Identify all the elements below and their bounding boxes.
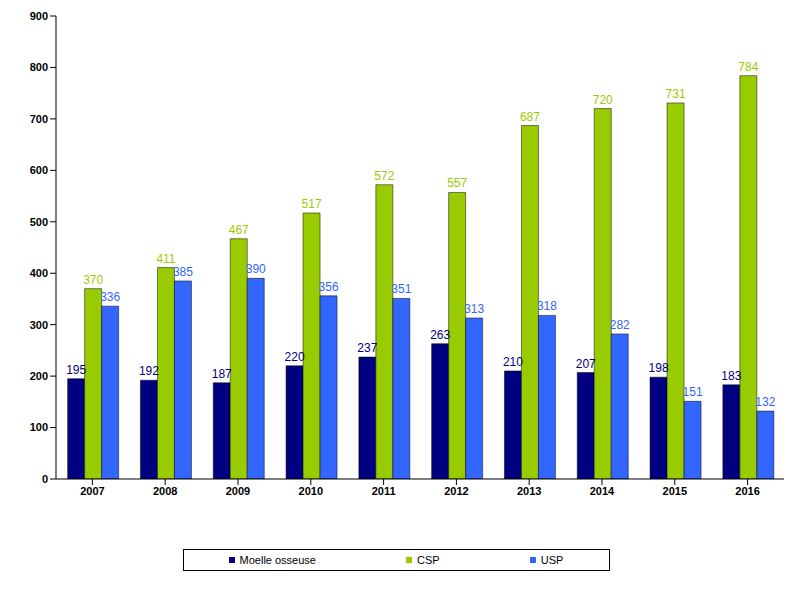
svg-text:390: 390: [246, 262, 266, 276]
svg-text:2015: 2015: [663, 485, 687, 497]
svg-text:313: 313: [464, 302, 484, 316]
svg-text:183: 183: [721, 369, 741, 383]
svg-text:500: 500: [30, 216, 48, 228]
html-text:USP: USP: [540, 554, 564, 566]
html-text:CSP: CSP: [417, 554, 440, 566]
svg-text:0: 0: [42, 473, 48, 485]
svg-text:2009: 2009: [226, 485, 250, 497]
svg-text:517: 517: [302, 197, 322, 211]
svg-text:100: 100: [30, 421, 48, 433]
svg-text:467: 467: [229, 223, 249, 237]
html-text:Moelle osseuse: Moelle osseuse: [239, 554, 316, 566]
svg-text:2013: 2013: [517, 485, 541, 497]
svg-text:600: 600: [30, 164, 48, 176]
svg-text:151: 151: [683, 385, 703, 399]
svg-text:356: 356: [319, 280, 339, 294]
svg-text:687: 687: [520, 110, 540, 124]
svg-text:198: 198: [649, 361, 669, 375]
svg-text:2008: 2008: [153, 485, 177, 497]
svg-text:210: 210: [503, 355, 523, 369]
svg-text:720: 720: [593, 93, 613, 107]
svg-text:400: 400: [30, 267, 48, 279]
svg-text:800: 800: [30, 61, 48, 73]
svg-text:318: 318: [537, 299, 557, 313]
svg-text:187: 187: [212, 367, 232, 381]
svg-text:282: 282: [610, 318, 630, 332]
svg-text:300: 300: [30, 319, 48, 331]
svg-text:370: 370: [83, 273, 103, 287]
svg-text:2012: 2012: [444, 485, 468, 497]
svg-text:572: 572: [374, 169, 394, 183]
svg-text:192: 192: [139, 364, 159, 378]
svg-text:557: 557: [447, 176, 467, 190]
svg-text:132: 132: [755, 395, 775, 409]
svg-text:731: 731: [666, 87, 686, 101]
svg-text:385: 385: [173, 265, 193, 279]
svg-text:195: 195: [66, 363, 86, 377]
svg-text:351: 351: [391, 282, 411, 296]
svg-text:263: 263: [430, 328, 450, 342]
svg-text:237: 237: [357, 341, 377, 355]
svg-text:2016: 2016: [735, 485, 759, 497]
svg-text:2014: 2014: [590, 485, 615, 497]
svg-text:200: 200: [30, 370, 48, 382]
svg-text:784: 784: [738, 60, 758, 74]
svg-text:900: 900: [30, 10, 48, 22]
svg-text:207: 207: [576, 357, 596, 371]
svg-text:336: 336: [100, 290, 120, 304]
svg-text:411: 411: [156, 252, 175, 266]
svg-text:2007: 2007: [80, 485, 104, 497]
svg-text:700: 700: [30, 113, 48, 125]
svg-text:2010: 2010: [299, 485, 323, 497]
svg-text:2011: 2011: [372, 485, 396, 497]
svg-text:220: 220: [285, 350, 305, 364]
